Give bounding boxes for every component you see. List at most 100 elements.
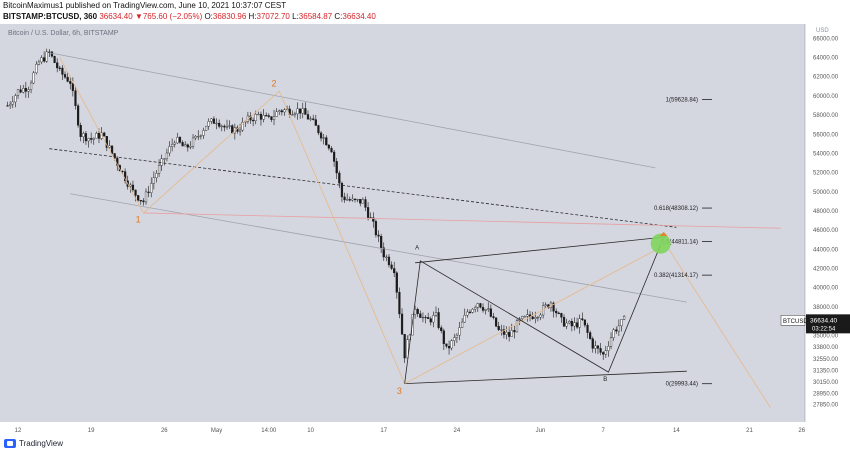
- candle-down: [353, 198, 357, 201]
- candle-down: [79, 125, 82, 137]
- candle-down: [56, 62, 59, 69]
- y-tick-label: 66000.00: [813, 36, 839, 42]
- candle-up: [241, 121, 244, 131]
- candle-down: [212, 118, 216, 124]
- candle-up: [484, 309, 487, 311]
- candle-up: [466, 311, 469, 316]
- candle-up: [617, 325, 620, 332]
- y-tick-label: 30150.00: [813, 380, 839, 386]
- low-value: 36584.87: [298, 12, 333, 21]
- candle-up: [505, 332, 508, 335]
- candle-up: [95, 133, 98, 139]
- candle-up: [275, 111, 278, 117]
- candle-down: [121, 170, 124, 172]
- candle-up: [40, 57, 43, 63]
- candle-down: [380, 236, 383, 248]
- candle-up: [238, 129, 242, 132]
- candle-up: [157, 165, 161, 174]
- y-tick-label: 31350.00: [813, 369, 839, 375]
- candle-up: [291, 114, 294, 116]
- price-tag: [806, 314, 850, 334]
- candle-down: [513, 330, 516, 333]
- candle-down: [494, 317, 498, 327]
- candle-up: [620, 319, 623, 327]
- candle-down: [445, 343, 448, 347]
- candle-down: [416, 309, 419, 314]
- candle-up: [257, 113, 260, 116]
- candle-down: [97, 133, 101, 139]
- candle-up: [37, 61, 40, 65]
- candle-up: [526, 314, 529, 317]
- x-tick-label: 14:00: [261, 428, 277, 434]
- candle-down: [547, 304, 550, 308]
- price-chart[interactable]: Bitcoin / U.S. Dollar, 6h, BITSTAMP USD27…: [0, 24, 850, 436]
- candle-down: [489, 308, 492, 317]
- candle-down: [562, 317, 566, 327]
- candle-up: [450, 340, 453, 349]
- candle-down: [377, 234, 380, 237]
- candle-up: [471, 308, 474, 313]
- candle-down: [312, 118, 315, 120]
- y-tick-label: 44000.00: [813, 247, 839, 253]
- price-axis: [805, 24, 850, 436]
- candle-down: [508, 332, 511, 337]
- price-tag-countdown: 03:22:54: [812, 326, 836, 332]
- chart-watermark: Bitcoin / U.S. Dollar, 6h, BITSTAMP: [8, 30, 119, 37]
- candle-down: [71, 83, 74, 91]
- candle-down: [333, 151, 336, 162]
- lower-channel-line: [70, 193, 687, 303]
- candle-down: [223, 125, 226, 128]
- x-tick-label: Jun: [536, 428, 546, 434]
- candle-up: [278, 110, 281, 112]
- candles: [6, 48, 626, 364]
- candle-up: [272, 116, 276, 120]
- candle-down: [267, 115, 270, 117]
- candle-up: [199, 135, 202, 137]
- candle-up: [322, 137, 325, 139]
- publish-info: BitcoinMaximus1 published on TradingView…: [3, 1, 287, 10]
- candle-down: [43, 57, 46, 62]
- candle-up: [160, 158, 163, 166]
- candle-down: [398, 292, 401, 315]
- candle-up: [228, 125, 231, 127]
- dashed-trendline: [49, 148, 677, 228]
- candle-up: [356, 199, 359, 201]
- candle-up: [129, 184, 132, 187]
- candle-down: [557, 312, 560, 314]
- candle-up: [92, 137, 95, 140]
- x-tick-label: 26: [161, 428, 168, 434]
- candle-up: [351, 198, 354, 201]
- y-tick-label: 35000.00: [813, 334, 839, 340]
- candle-up: [432, 315, 435, 323]
- candle-down: [343, 196, 346, 201]
- candle-down: [589, 332, 592, 339]
- candle-down: [374, 221, 378, 236]
- candle-up: [197, 136, 200, 138]
- y-tick-label: 52000.00: [813, 171, 839, 177]
- candle-up: [293, 113, 297, 115]
- candle-down: [181, 142, 184, 147]
- candle-up: [296, 108, 299, 115]
- candle-up: [463, 315, 466, 323]
- candle-down: [50, 51, 54, 57]
- candle-up: [361, 199, 364, 204]
- tradingview-logo[interactable]: TradingView: [4, 439, 63, 448]
- candle-down: [131, 184, 135, 191]
- candle-down: [105, 136, 108, 148]
- y-tick-label: 58000.00: [813, 113, 839, 119]
- candle-down: [492, 316, 495, 318]
- candle-down: [531, 316, 534, 320]
- candle-down: [84, 133, 88, 142]
- candle-down: [218, 122, 221, 127]
- close-value: 36634.40: [342, 12, 376, 21]
- plot-background: [0, 24, 805, 422]
- candle-up: [474, 307, 477, 310]
- candle-down: [596, 345, 600, 349]
- y-tick-label: 64000.00: [813, 56, 839, 62]
- y-tick-label: 62000.00: [813, 75, 839, 81]
- candle-up: [607, 346, 610, 351]
- wave-label: 1: [136, 215, 141, 225]
- candle-down: [330, 147, 333, 153]
- candle-up: [612, 329, 615, 338]
- y-tick-label: 46000.00: [813, 228, 839, 234]
